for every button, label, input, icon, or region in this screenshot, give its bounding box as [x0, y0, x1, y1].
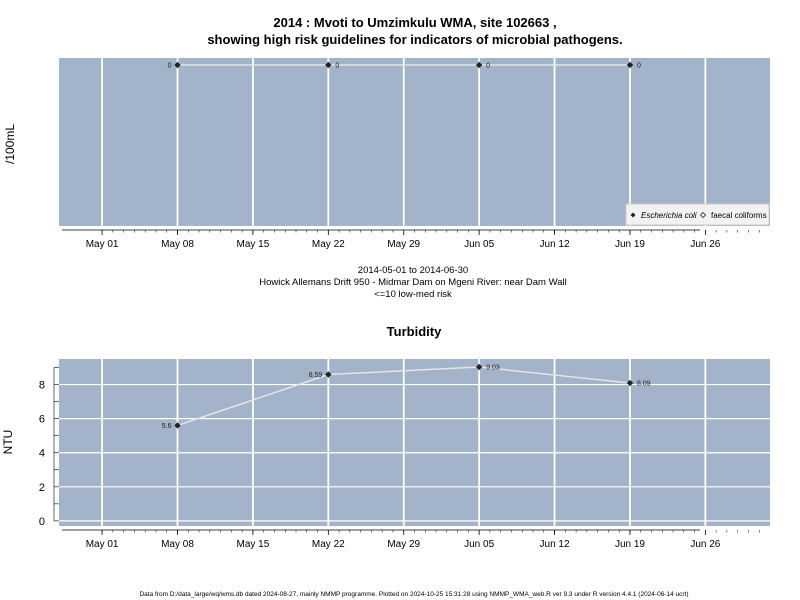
data-point-marker: [325, 371, 332, 378]
y-tick-label: 2: [39, 482, 45, 494]
ecoli-plot-area: [59, 58, 770, 226]
x-tick-label: May 22: [312, 539, 345, 550]
turbidity-x-axis: May 01 May 08 May 15 May 22 May 29 Jun 05 Jun …: [62, 529, 760, 550]
legend-label-faecal-coliforms: faecal coliforms: [711, 211, 767, 220]
ecoli-series: 0 0 0 0: [168, 61, 641, 70]
legend-marker-ecoli: [630, 212, 636, 218]
y-tick-label: 6: [39, 414, 45, 426]
data-point-label: 5.6: [162, 423, 172, 430]
main-title-line2: showing high risk guidelines for indicat…: [207, 32, 622, 47]
turbidity-y-axis-label: NTU: [1, 430, 15, 455]
data-point-marker: [626, 379, 634, 387]
x-tick-label: May 01: [86, 539, 119, 550]
x-tick-label: May 08: [161, 239, 194, 250]
date-range-text: 2014-05-01 to 2014-06-30: [358, 265, 468, 276]
x-tick-label: Jun 05: [464, 239, 494, 250]
turbidity-panel: Turbidity 0 2 4 6 8 May 01 May 08 May 15 May 22…: [1, 324, 770, 550]
x-tick-label: Jun 26: [690, 239, 720, 250]
x-tick-label: Jun 12: [540, 239, 570, 250]
site-description-text: Howick Allemans Drift 950 - Midmar Dam o…: [259, 277, 566, 288]
x-tick-label: May 08: [161, 539, 194, 550]
ecoli-y-axis-label: /100mL: [3, 124, 17, 164]
x-tick-label: May 29: [387, 239, 420, 250]
ecoli-legend: Escherichia coli faecal coliforms: [625, 203, 770, 226]
x-tick-label: Jun 26: [690, 539, 720, 550]
series-line: [177, 366, 631, 427]
footer-note: Data from D:/data_large/wq/wms.db dated …: [139, 591, 688, 598]
data-point-label: 8.09: [637, 381, 651, 388]
x-tick-label: Jun 12: [540, 539, 570, 550]
data-point-label: 0: [637, 63, 641, 70]
data-point-marker: [174, 61, 181, 69]
data-point-label: 0: [486, 63, 490, 70]
x-tick-label: Jun 19: [615, 239, 645, 250]
data-point-label: 8.59: [309, 372, 323, 379]
ecoli-gridlines: [101, 58, 707, 226]
legend-label-ecoli: Escherichia coli: [641, 211, 697, 220]
data-point-label: 9.03: [486, 365, 500, 372]
x-tick-label: May 22: [312, 239, 345, 250]
legend-box: [625, 203, 770, 226]
legend-marker-faecal-coliforms: [699, 211, 707, 219]
turbidity-gridlines: [59, 359, 770, 526]
y-tick-label: 8: [39, 380, 45, 392]
data-point-marker: [475, 61, 483, 69]
x-tick-label: Jun 19: [615, 539, 645, 550]
x-tick-label: Jun 05: [464, 539, 494, 550]
main-title-line1: 2014 : Mvoti to Umzimkulu WMA, site 1026…: [273, 15, 556, 30]
data-point-marker: [325, 61, 332, 69]
data-point-marker: [475, 363, 483, 371]
ecoli-x-axis: May 01 May 08 May 15 May 22 May 29 Jun 05 Jun …: [62, 229, 760, 250]
x-tick-label: May 01: [86, 239, 119, 250]
data-point-label: 0: [168, 63, 172, 70]
turbidity-y-axis: 0 2 4 6 8: [39, 367, 59, 528]
x-tick-label: May 29: [387, 539, 420, 550]
data-point-label: 0: [335, 63, 339, 70]
turbidity-series: 5.6 8.59 9.03 8.09: [162, 363, 651, 430]
data-point-marker: [626, 61, 634, 69]
ecoli-panel: May 01 May 08 May 15 May 22 May 29 Jun 05 Jun …: [3, 58, 770, 250]
turbidity-title: Turbidity: [387, 324, 442, 339]
x-tick-label: May 15: [237, 239, 270, 250]
y-tick-label: 0: [39, 516, 45, 528]
x-tick-label: May 15: [237, 539, 270, 550]
y-tick-label: 4: [39, 448, 45, 460]
data-point-marker: [174, 422, 181, 429]
risk-note-text: <=10 low-med risk: [374, 289, 452, 300]
